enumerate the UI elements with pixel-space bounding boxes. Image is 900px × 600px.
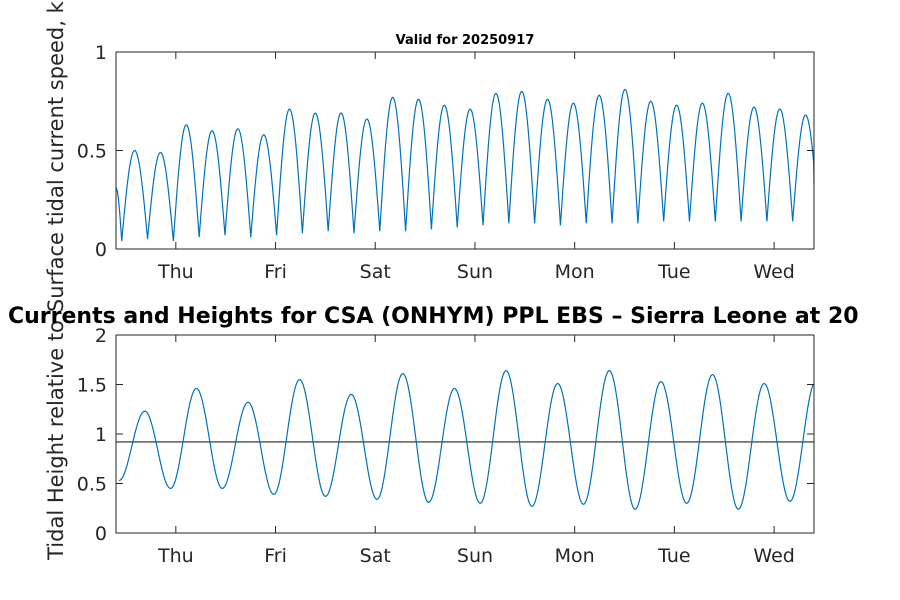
tidal-height-panel: 0 0.5 1 1.5 2 Thu Fri Sat Sun Mon Tue Wed Tidal He… <box>44 320 815 567</box>
y-tick-label: 1 <box>95 42 107 64</box>
x-tick-label: Wed <box>753 261 794 283</box>
tidal-height-x-ticks: Thu Fri Sat Sun Mon Tue Wed <box>157 335 795 567</box>
y-tick-label: 0.5 <box>77 141 107 163</box>
current-speed-ylabel: Surface tidal current speed, kn <box>44 0 68 312</box>
x-tick-label: Sat <box>360 261 391 283</box>
x-tick-label: Tue <box>657 545 690 567</box>
current-speed-x-ticks: Thu Fri Sat Sun Mon Tue Wed <box>157 52 795 283</box>
x-tick-label: Fri <box>264 545 287 567</box>
tidal-height-series-line <box>118 369 814 510</box>
y-tick-label: 0 <box>95 523 107 545</box>
x-tick-label: Mon <box>555 545 595 567</box>
current-speed-panel: Valid for 20250917 0 0.5 1 Thu Fri Sat Sun Mon… <box>44 0 815 312</box>
y-tick-label: 1 <box>95 424 107 446</box>
figure-main-title: Currents and Heights for CSA (ONHYM) PPL… <box>8 304 859 329</box>
x-tick-label: Thu <box>157 261 194 283</box>
current-speed-series-line <box>115 88 815 242</box>
x-tick-label: Sat <box>360 545 391 567</box>
x-tick-label: Wed <box>753 545 794 567</box>
current-speed-title: Valid for 20250917 <box>396 33 535 48</box>
tidal-height-axes-box <box>115 334 815 534</box>
x-tick-label: Tue <box>657 261 690 283</box>
y-tick-label: 1.5 <box>77 375 107 397</box>
x-tick-label: Fri <box>264 261 287 283</box>
x-tick-label: Mon <box>555 261 595 283</box>
tidal-height-ylabel: Tidal Height relative to <box>44 320 68 561</box>
tidal-height-y-ticks: 0 0.5 1 1.5 2 <box>77 325 814 545</box>
x-tick-label: Sun <box>457 261 493 283</box>
y-tick-label: 0.5 <box>77 474 107 496</box>
current-speed-lines <box>115 88 815 242</box>
x-tick-label: Sun <box>457 545 493 567</box>
y-tick-label: 0 <box>95 239 107 261</box>
x-tick-label: Thu <box>157 545 194 567</box>
tidal-height-lines <box>116 369 814 510</box>
current-speed-axes-box <box>115 51 815 250</box>
y-tick-label: 2 <box>95 325 107 347</box>
